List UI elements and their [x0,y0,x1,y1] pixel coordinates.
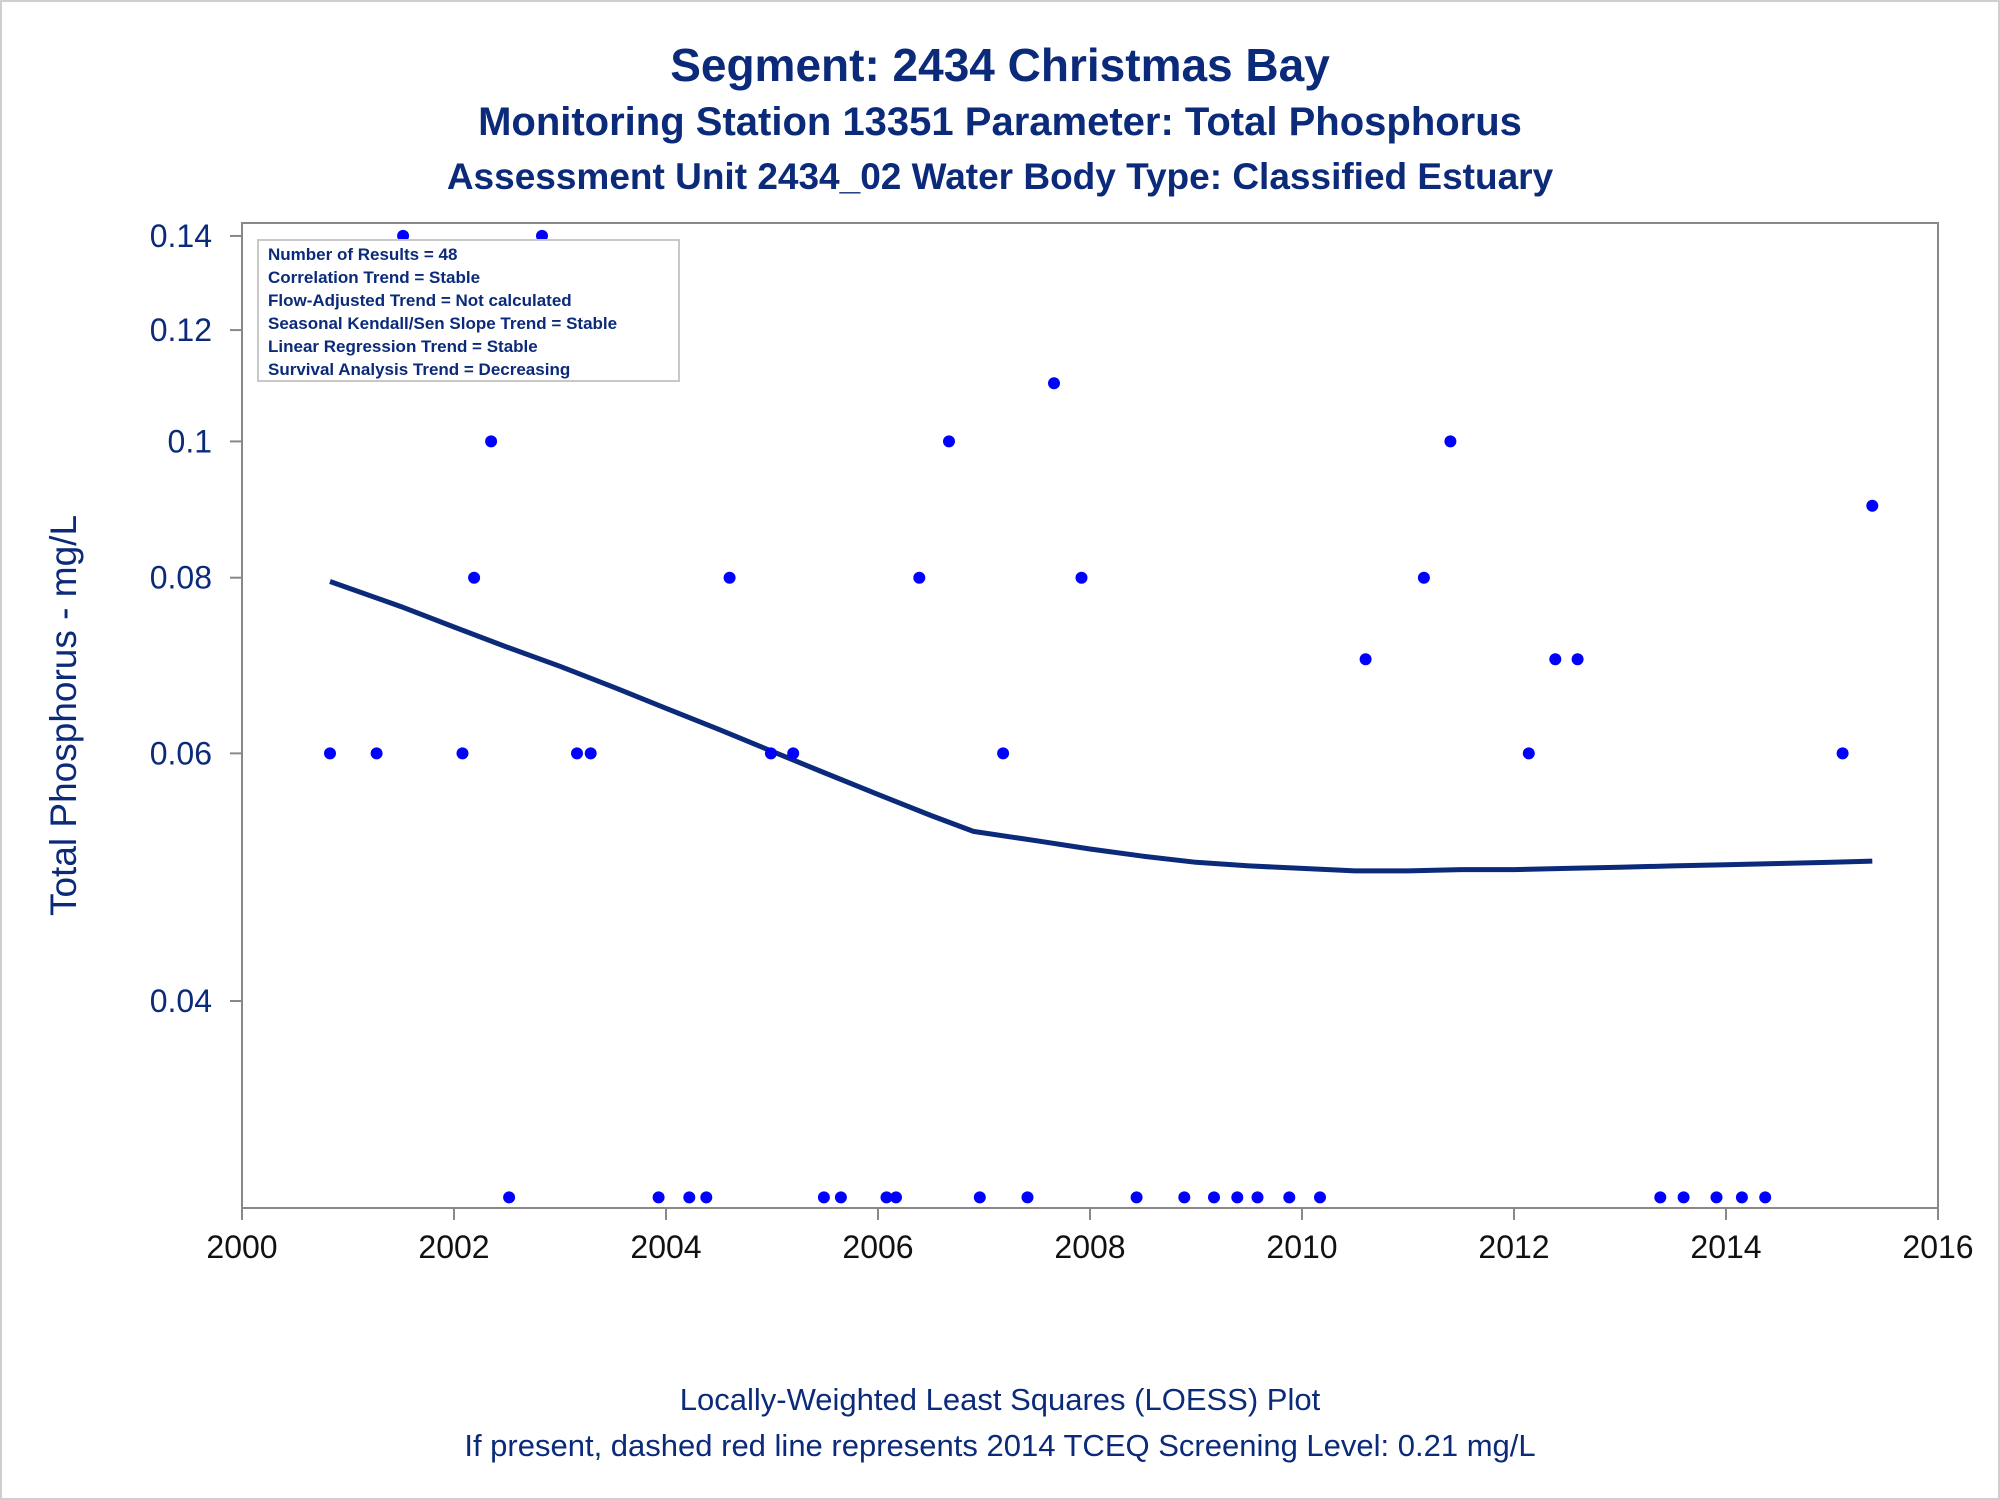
data-point [817,1191,830,1204]
data-point [1677,1191,1690,1204]
y-tick-label: 0.06 [150,735,212,771]
stats-line: Flow-Adjusted Trend = Not calculated [268,291,572,310]
data-point [324,747,336,760]
data-point [1251,1191,1264,1204]
stats-line: Seasonal Kendall/Sen Slope Trend = Stabl… [268,314,617,333]
data-point [787,747,800,760]
data-point [1075,571,1088,584]
x-tick-label: 2002 [418,1229,489,1265]
data-point [485,435,498,448]
x-tick-label: 2000 [206,1229,277,1265]
axes: 2000 2002 2004 2006 2008 2010 2012 2014 2016 0.04… [43,218,1974,1265]
data-point [1231,1191,1244,1204]
data-point [890,1191,902,1204]
data-point [1359,653,1372,666]
data-point [1549,653,1562,666]
x-tick-label: 2010 [1266,1229,1337,1265]
loess-line [329,579,1873,874]
stats-box: Number of Results = 48 Correlation Trend … [257,239,680,382]
data-point [700,1191,713,1204]
y-tick-label: 0.12 [150,312,212,348]
data-point [397,229,410,242]
data-point [1021,1191,1034,1204]
x-tick-label: 2014 [1690,1229,1761,1265]
data-point [468,571,481,584]
data-point [1571,653,1584,666]
data-point [1283,1191,1296,1204]
data-point [503,1191,516,1204]
loess-layer [329,579,1873,874]
data-point [1130,1191,1143,1204]
data-point [1444,435,1457,448]
data-point [1178,1191,1191,1204]
stats-line: Number of Results = 48 [268,245,457,264]
x-tick-label: 2012 [1478,1229,1549,1265]
x-tick-label: 2004 [630,1229,701,1265]
footnote-loess: Locally-Weighted Least Squares (LOESS) P… [679,1382,1321,1417]
stats-line: Survival Analysis Trend = Decreasing [268,360,570,379]
x-tick-label: 2016 [1902,1229,1973,1265]
data-point [913,571,926,584]
y-tick-label: 0.04 [150,983,212,1019]
data-point [571,747,583,760]
data-point [1866,499,1879,512]
y-axis-label: Total Phosphorus - mg/L [43,515,84,916]
footnote-screening-level: If present, dashed red line represents 2… [464,1428,1536,1463]
data-point [1836,747,1849,760]
points-layer [324,229,1879,1204]
data-point [584,747,597,760]
data-point [370,747,383,760]
data-point [973,1191,986,1204]
data-point [764,747,777,760]
data-point [536,229,548,242]
y-tick-label: 0.14 [150,218,212,254]
chart-title: Segment: 2434 Christmas Bay [670,39,1330,91]
data-point [683,1191,696,1204]
data-point [1314,1191,1326,1204]
data-point [880,1191,893,1204]
data-point [1710,1191,1723,1204]
data-point [1208,1191,1220,1204]
data-point [1735,1191,1748,1204]
data-point [1759,1191,1772,1204]
stats-line: Linear Regression Trend = Stable [268,337,538,356]
data-point [943,435,955,448]
chart-subtitle-assessment: Assessment Unit 2434_02 Water Body Type:… [446,156,1554,197]
chart-subtitle-station: Monitoring Station 13351 Parameter: Tota… [478,100,1522,144]
stats-line: Correlation Trend = Stable [268,268,480,287]
data-point [1048,377,1060,390]
data-point [1522,747,1535,760]
x-tick-label: 2006 [842,1229,913,1265]
y-tick-label: 0.1 [168,423,212,459]
y-tick-label: 0.08 [150,560,212,596]
data-point [1417,571,1430,584]
x-tick-label: 2008 [1054,1229,1125,1265]
data-point [652,1191,665,1204]
data-point [834,1191,847,1204]
data-point [456,747,469,760]
data-point [723,571,736,584]
data-point [997,747,1010,760]
stats-box-border [257,239,680,382]
data-point [1654,1191,1667,1204]
